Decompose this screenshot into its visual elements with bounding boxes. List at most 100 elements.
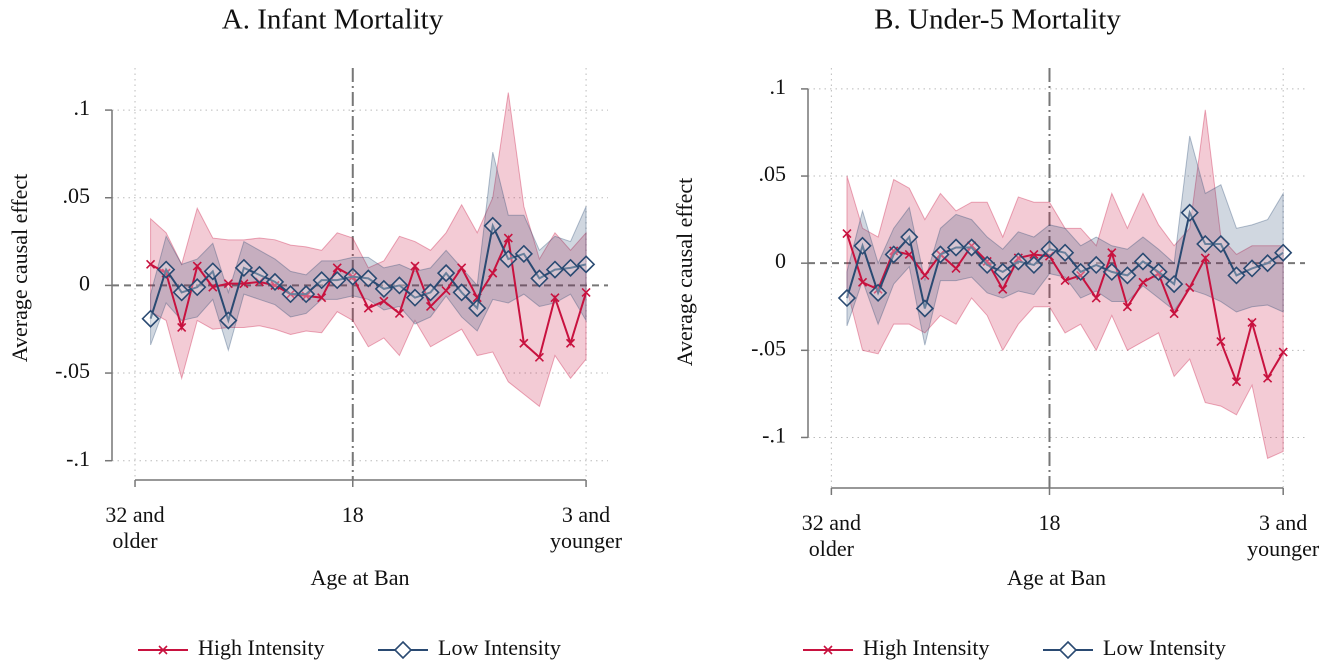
marker [951,263,961,273]
marker [436,263,456,283]
y-tick-label: 0 [775,248,786,273]
marker [545,260,565,279]
marker [978,255,997,275]
x-tick-label: 32 and older [105,502,164,553]
marker [1200,253,1210,263]
marker [1216,337,1226,347]
chart-title: B. Under-5 Mortality [874,4,1121,36]
x-tick-label: 32 and older [802,510,861,561]
marker [530,269,549,288]
marker [1009,252,1028,271]
marker [534,352,544,362]
legend-label: High Intensity [198,635,325,660]
legend-marker [1058,640,1078,660]
marker [1040,240,1059,259]
marker [250,265,269,285]
marker [915,299,934,318]
marker [503,233,513,243]
y-tick-label: .05 [759,161,787,186]
marker [962,238,981,257]
marker [1133,252,1153,271]
marker [219,311,238,330]
y-axis-label: Average causal effect [7,174,32,363]
marker [1071,262,1090,282]
marker [1091,293,1101,303]
y-tick-label: 0 [79,270,90,295]
marker [1263,373,1273,383]
marker [1211,234,1231,254]
marker [374,279,394,299]
marker [1274,243,1293,262]
marker [146,259,156,269]
marker [405,288,425,307]
marker [842,228,852,239]
y-tick-label: -.1 [66,446,90,471]
marker [1102,262,1121,282]
marker [581,287,591,297]
marker [1247,317,1257,328]
marker [483,216,502,235]
marker [1185,283,1195,293]
marker [203,262,222,281]
marker [561,258,580,277]
marker [946,238,966,257]
legend-label: Low Intensity [438,635,561,660]
marker [239,279,249,289]
marker [363,303,373,313]
marker [884,245,903,264]
marker [265,272,285,292]
y-tick-label: .05 [63,183,91,208]
marker [868,283,888,302]
marker [1180,203,1199,222]
y-tick-label: -.05 [55,358,90,383]
marker [1087,255,1106,275]
marker [1149,262,1168,282]
y-tick-label: -.05 [751,335,786,360]
marker [452,283,471,302]
marker [1107,248,1117,258]
marker [1029,249,1039,260]
chart-title: A. Infant Mortality [222,4,444,36]
y-tick-label: .1 [74,95,91,120]
marker [1055,243,1075,262]
marker [1227,266,1246,285]
marker [223,279,233,289]
y-tick-label: -.1 [762,423,786,448]
marker [1258,254,1277,273]
marker [837,288,857,308]
marker [565,338,576,348]
x-tick-label: 3 and younger [1247,510,1320,561]
marker [998,284,1008,294]
marker [1278,347,1288,357]
marker [514,244,533,263]
marker [234,258,254,277]
marker [488,268,498,278]
legend-marker [393,640,413,660]
legend-label: High Intensity [863,635,990,660]
x-tick-label: 3 and younger [550,502,623,553]
marker [468,299,487,318]
marker [1196,234,1215,254]
x-tick-label: 18 [342,502,364,527]
x-axis-label: Age at Ban [1007,565,1106,590]
marker [853,236,872,255]
marker [441,286,451,296]
marker [920,270,930,280]
marker [328,271,347,290]
marker [281,285,300,304]
marker [499,249,518,269]
marker [172,283,191,302]
y-tick-label: .1 [770,74,787,99]
marker [1118,266,1137,285]
marker [192,261,202,271]
series-line [845,209,1284,309]
marker [317,293,327,303]
confidence-band [150,92,587,408]
x-axis-label: Age at Ban [311,565,410,590]
marker [931,245,950,264]
marker [141,309,160,328]
marker [1169,309,1179,319]
marker [177,322,187,333]
